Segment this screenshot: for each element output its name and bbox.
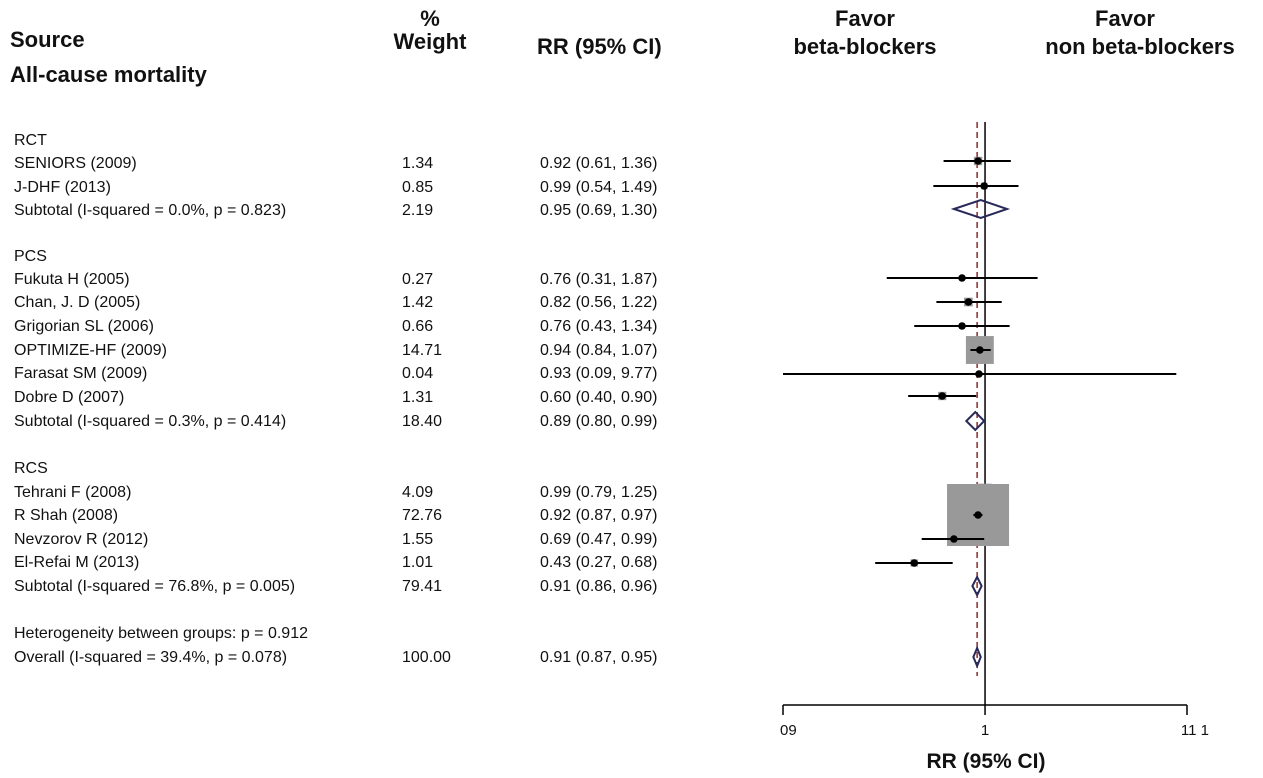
weight-header: Weight: [393, 29, 467, 54]
study-ci: 0.69 (0.47, 0.99): [540, 531, 658, 548]
study-point: [975, 370, 983, 378]
study-ci: 0.82 (0.56, 1.22): [540, 294, 658, 311]
study-ci: 0.93 (0.09, 9.77): [540, 365, 658, 382]
heterogeneity-text: Heterogeneity between groups: p = 0.912: [14, 625, 308, 642]
x-axis-title: RR (95% CI): [926, 750, 1045, 773]
subtotal-weight: 2.19: [402, 202, 434, 219]
subtotal-diamond: [950, 198, 1011, 220]
source-header: Source: [10, 27, 85, 52]
subtotal-weight: 79.41: [402, 578, 443, 595]
overall-ci: 0.91 (0.87, 0.95): [540, 649, 658, 666]
study-point: [938, 392, 946, 400]
study-ci: 0.60 (0.40, 0.90): [540, 389, 658, 406]
study-ci: 0.92 (0.87, 0.97): [540, 507, 658, 524]
subtotal-ci: 0.89 (0.80, 0.99): [540, 413, 658, 430]
study-weight: 1.01: [402, 554, 434, 571]
favor-right-line2: non beta-blockers: [1045, 34, 1235, 59]
study-ci: 0.76 (0.43, 1.34): [540, 318, 658, 335]
study-label: Tehrani F (2008): [14, 484, 132, 501]
study-label: Nevzorov R (2012): [14, 531, 149, 548]
study-point: [958, 322, 966, 330]
weight-header-symbol: %: [420, 6, 440, 31]
x-tick-label: 11 1: [1181, 722, 1209, 739]
study-label: Dobre D (2007): [14, 389, 125, 406]
overall-weight: 100.00: [402, 649, 451, 666]
subtotal-ci: 0.95 (0.69, 1.30): [540, 202, 658, 219]
outcome-title: All-cause mortality: [10, 62, 207, 87]
study-weight: 1.34: [402, 155, 434, 172]
study-point: [980, 182, 988, 190]
study-ci: 0.43 (0.27, 0.68): [540, 554, 658, 571]
group-label-rcs: RCS: [14, 460, 48, 477]
study-weight: 1.55: [402, 531, 434, 548]
subtotal-weight: 18.40: [402, 413, 443, 430]
study-point: [950, 535, 958, 543]
group-label-pcs: PCS: [14, 248, 47, 265]
study-label: OPTIMIZE-HF (2009): [14, 342, 167, 359]
subtotal-diamond: [964, 410, 986, 432]
rr-ci-header: RR (95% CI): [537, 34, 662, 59]
x-tick-label: 09: [780, 722, 797, 739]
study-weight: 0.66: [402, 318, 434, 335]
study-weight: 0.85: [402, 179, 434, 196]
study-ci: 0.99 (0.54, 1.49): [540, 179, 658, 196]
study-weight: 0.04: [402, 365, 434, 382]
study-label: Fukuta H (2005): [14, 271, 130, 288]
study-label: R Shah (2008): [14, 507, 119, 524]
subtotal-label: Subtotal (I-squared = 0.3%, p = 0.414): [14, 413, 287, 430]
study-label: Chan, J. D (2005): [14, 294, 141, 311]
overall-label: Overall (I-squared = 39.4%, p = 0.078): [14, 649, 288, 666]
study-ci: 0.94 (0.84, 1.07): [540, 342, 658, 359]
study-point: [910, 559, 919, 567]
study-label: Farasat SM (2009): [14, 365, 148, 382]
study-weight: 1.42: [402, 294, 434, 311]
favor-left-line2: beta-blockers: [793, 34, 937, 59]
study-weight: 4.09: [402, 484, 434, 501]
study-ci: 0.76 (0.31, 1.87): [540, 271, 658, 288]
study-point: [974, 511, 982, 519]
study-weight: 0.27: [402, 271, 434, 288]
study-label: SENIORS (2009): [14, 155, 137, 172]
study-ci: 0.92 (0.61, 1.36): [540, 155, 658, 172]
study-point: [974, 157, 982, 165]
x-tick-label: 1: [981, 722, 989, 739]
group-label-rct: RCT: [14, 132, 47, 149]
favor-left-line1: Favor: [835, 6, 895, 31]
study-label: El-Refai M (2013): [14, 554, 140, 571]
study-weight: 14.71: [402, 342, 443, 359]
subtotal-ci: 0.91 (0.86, 0.96): [540, 578, 658, 595]
study-weight: 72.76: [402, 507, 443, 524]
study-label: Grigorian SL (2006): [14, 318, 154, 335]
subtotal-diamond: [971, 574, 983, 598]
study-label: J-DHF (2013): [14, 179, 111, 196]
subtotal-label: Subtotal (I-squared = 76.8%, p = 0.005): [14, 578, 296, 595]
study-point: [958, 274, 966, 282]
overall-diamond: [972, 645, 982, 669]
study-point: [976, 346, 984, 354]
study-point: [964, 298, 973, 306]
study-ci: 0.99 (0.79, 1.25): [540, 484, 658, 501]
favor-right-line1: Favor: [1095, 6, 1155, 31]
study-weight: 1.31: [402, 389, 434, 406]
subtotal-label: Subtotal (I-squared = 0.0%, p = 0.823): [14, 202, 287, 219]
